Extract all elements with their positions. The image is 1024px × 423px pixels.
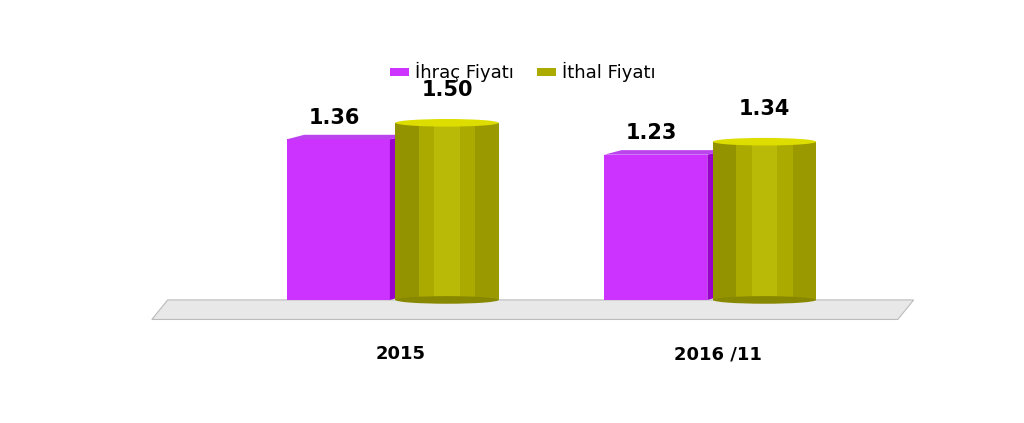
Ellipse shape (713, 138, 816, 146)
Polygon shape (475, 123, 499, 300)
Polygon shape (152, 300, 913, 319)
Text: 2015: 2015 (376, 346, 426, 363)
Polygon shape (287, 135, 408, 139)
Text: 1.23: 1.23 (626, 123, 678, 143)
Bar (390, 69, 410, 76)
Polygon shape (395, 123, 499, 300)
Bar (537, 69, 556, 76)
Ellipse shape (713, 296, 816, 304)
Ellipse shape (395, 296, 499, 304)
Text: 1.50: 1.50 (421, 80, 473, 100)
Polygon shape (390, 135, 408, 300)
Polygon shape (604, 150, 725, 155)
Polygon shape (434, 123, 460, 300)
Polygon shape (708, 150, 725, 300)
Polygon shape (752, 142, 777, 300)
Text: İhraç Fiyatı: İhraç Fiyatı (416, 62, 514, 82)
Polygon shape (713, 142, 816, 300)
Text: 1.34: 1.34 (738, 99, 791, 119)
Polygon shape (287, 139, 390, 300)
Text: 1.36: 1.36 (308, 108, 360, 128)
Ellipse shape (395, 119, 499, 126)
Polygon shape (793, 142, 816, 300)
Text: 2016 /11: 2016 /11 (674, 346, 762, 363)
Text: İthal Fiyatı: İthal Fiyatı (562, 62, 656, 82)
Polygon shape (713, 142, 736, 300)
Polygon shape (604, 155, 708, 300)
Polygon shape (395, 123, 419, 300)
